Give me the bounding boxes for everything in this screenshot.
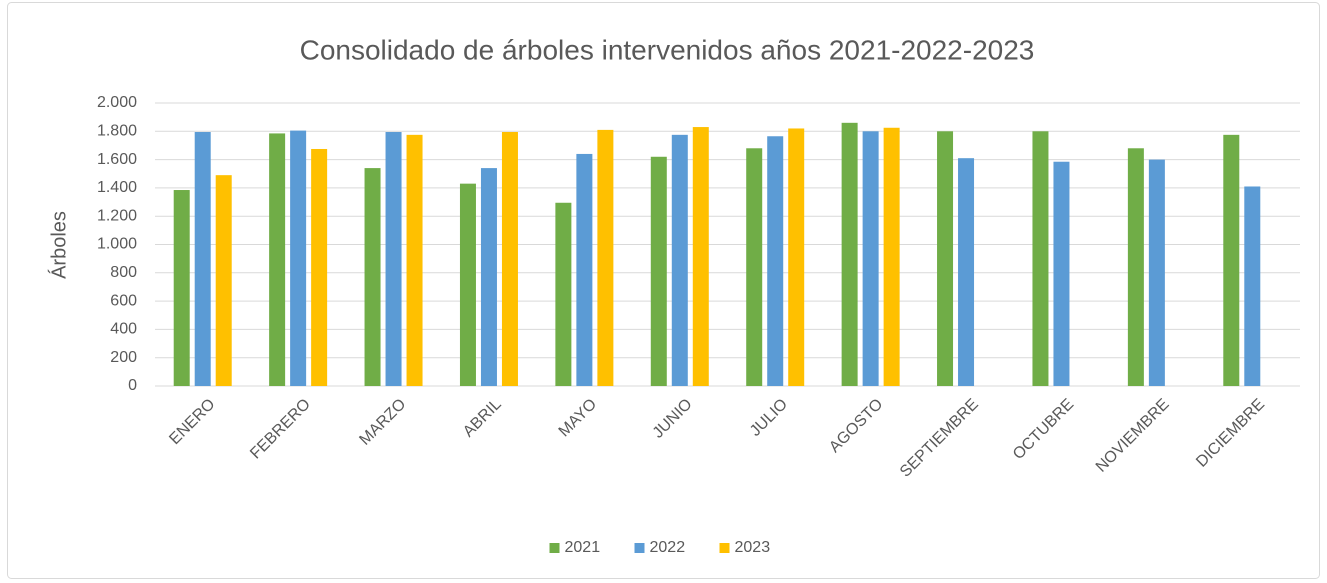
bar: [692, 127, 709, 387]
bar: [671, 134, 688, 386]
bar: [555, 202, 572, 386]
bar: [215, 175, 232, 386]
bar: [841, 122, 858, 386]
bar: [862, 131, 879, 386]
y-tick-label: 0: [128, 377, 137, 394]
y-tick-label: 2.000: [97, 94, 137, 111]
bar: [501, 132, 518, 386]
y-tick-label: 1.600: [97, 151, 137, 168]
legend-label: 2022: [650, 539, 686, 556]
bar: [788, 128, 805, 386]
y-axis-label: Árboles: [47, 211, 70, 279]
bar: [1127, 148, 1144, 386]
bar: [1244, 186, 1261, 386]
bar: [576, 153, 593, 386]
bar: [883, 127, 900, 386]
bar: [767, 136, 784, 386]
legend-swatch: [634, 543, 645, 553]
bar: [480, 168, 497, 386]
y-tick-label: 1.000: [97, 236, 137, 253]
y-tick-label: 1.800: [97, 123, 137, 140]
legend-swatch: [549, 543, 560, 553]
bar: [406, 134, 423, 386]
bar: [937, 131, 954, 386]
y-tick-label: 1.400: [97, 179, 137, 196]
bar: [364, 168, 381, 386]
bar: [958, 158, 975, 386]
bar: [650, 156, 667, 386]
y-tick-label: 600: [110, 292, 137, 309]
y-tick-label: 1.200: [97, 207, 137, 224]
y-tick-label: 800: [110, 264, 137, 281]
bar: [290, 130, 307, 386]
bar: [1148, 159, 1165, 386]
y-tick-label: 200: [110, 349, 137, 366]
bar: [597, 129, 614, 386]
bar: [1223, 134, 1240, 386]
legend-swatch: [719, 543, 730, 553]
bar: [459, 183, 476, 386]
bar: [746, 148, 763, 386]
bar: [1032, 131, 1049, 386]
bar: [173, 190, 190, 386]
legend-label: 2021: [565, 539, 601, 556]
y-tick-label: 400: [110, 321, 137, 338]
bar: [269, 133, 286, 386]
bar: [1053, 161, 1070, 386]
bar: [311, 148, 328, 386]
bar: [385, 132, 402, 386]
chart-title: Consolidado de árboles intervenidos años…: [300, 34, 1035, 65]
bar: [194, 132, 211, 386]
legend-label: 2023: [735, 539, 771, 556]
